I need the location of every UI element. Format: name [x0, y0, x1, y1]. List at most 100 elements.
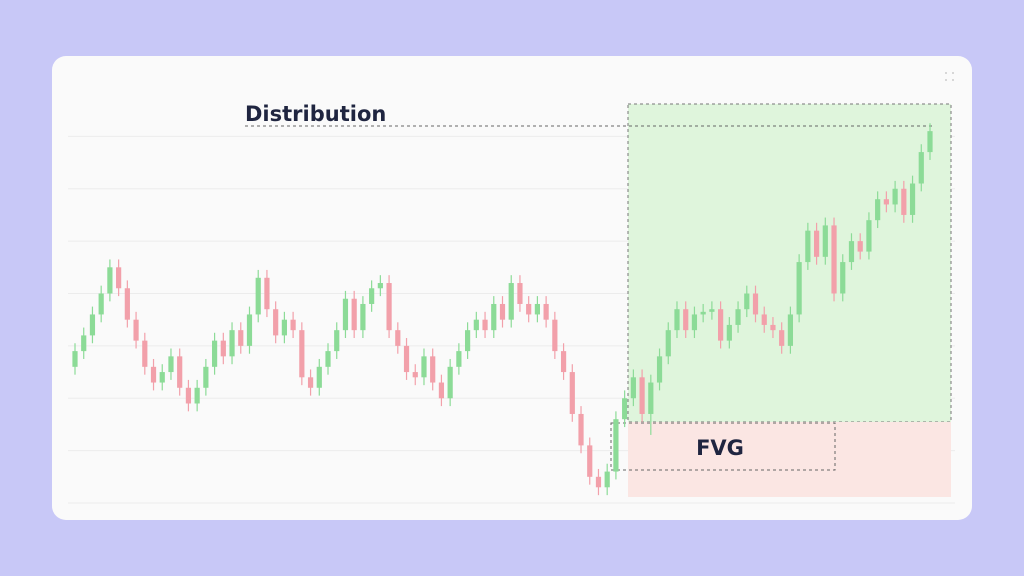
fvg-box: [610, 422, 836, 471]
candle-body: [822, 225, 828, 257]
candle-body: [456, 351, 462, 367]
candle-body: [334, 330, 340, 352]
candle-body: [316, 366, 322, 388]
candle-body: [718, 309, 724, 341]
candle-body: [255, 277, 261, 315]
candle-body: [866, 220, 872, 252]
candle-body: [901, 188, 907, 215]
candle-body: [595, 476, 602, 488]
candle-body: [211, 340, 218, 367]
candle-body: [369, 288, 375, 304]
candle-body: [526, 303, 532, 315]
candle-body: [543, 303, 549, 320]
candle-body: [752, 293, 759, 315]
candle-body: [386, 283, 392, 331]
candle-body: [447, 366, 453, 399]
candle-body: [622, 398, 628, 420]
distribution-label: Distribution: [245, 102, 386, 126]
candle-body: [857, 241, 863, 252]
candle-body: [735, 309, 741, 325]
candle-body: [89, 314, 96, 336]
candle-body: [124, 288, 130, 320]
candle-body: [813, 230, 820, 257]
candle-body: [805, 230, 811, 263]
candle-body: [744, 293, 750, 310]
candle-body: [630, 377, 636, 399]
candle-body: [238, 330, 244, 346]
candle-body: [499, 303, 506, 320]
candle-body: [299, 330, 305, 378]
candle-body: [351, 298, 357, 331]
candle-body: [604, 471, 610, 488]
candle-body: [796, 262, 802, 315]
candle-body: [412, 372, 418, 378]
candle-body: [342, 298, 349, 331]
candle-body: [639, 377, 645, 414]
candle-body: [465, 330, 471, 352]
candle-body: [281, 319, 287, 336]
candle-body: [438, 382, 445, 399]
candle-body: [116, 267, 122, 289]
candle-body: [142, 340, 148, 367]
candles: [72, 123, 933, 496]
candle-body: [377, 283, 383, 289]
candle-body: [430, 356, 436, 383]
candle-body: [150, 366, 157, 383]
candle-body: [927, 131, 933, 153]
candle-body: [72, 351, 78, 367]
candle-body: [491, 303, 497, 331]
candle-body: [613, 419, 619, 472]
candle-body: [656, 356, 663, 383]
candle-body: [648, 382, 654, 414]
candle-body: [421, 356, 427, 378]
candle-body: [290, 319, 296, 331]
candle-body: [194, 387, 200, 404]
candle-body: [403, 345, 410, 373]
candle-body: [761, 314, 767, 325]
candle-body: [168, 356, 174, 373]
candle-body: [700, 311, 706, 315]
candle-body: [107, 267, 113, 294]
candle-body: [587, 445, 593, 477]
candle-body: [229, 330, 235, 357]
candle-body: [177, 356, 183, 388]
fvg-zone: [628, 422, 951, 497]
candle-body: [674, 309, 680, 331]
candle-body: [246, 314, 253, 346]
candle-body: [779, 330, 785, 346]
candle-body: [883, 199, 889, 205]
candle-body: [264, 277, 270, 310]
candle-body: [683, 309, 689, 331]
distribution-zone: [627, 103, 952, 423]
candle-body: [831, 225, 837, 294]
candle-body: [473, 319, 479, 331]
candle-body: [220, 340, 226, 357]
candle-body: [203, 366, 209, 388]
candle-body: [560, 351, 567, 373]
candle-body: [360, 303, 366, 331]
corner-icon: [945, 72, 954, 81]
candle-body: [307, 377, 314, 388]
candle-body: [787, 314, 794, 346]
candle-body: [578, 413, 584, 446]
candle-body: [552, 319, 558, 352]
candle-body: [848, 241, 855, 263]
candle-body: [325, 351, 331, 367]
fvg-label: FVG: [696, 436, 744, 460]
candle-body: [395, 330, 401, 346]
candle-body: [273, 309, 279, 336]
candle-body: [98, 293, 104, 315]
candle-body: [185, 387, 192, 404]
candle-body: [726, 324, 732, 341]
candle-body: [909, 183, 916, 215]
candle-body: [508, 283, 514, 320]
candle-body: [517, 283, 523, 304]
candle-body: [770, 324, 776, 331]
candle-body: [534, 303, 540, 315]
candle-body: [840, 262, 846, 294]
candle-body: [569, 372, 575, 414]
candle-body: [892, 188, 898, 205]
candle-body: [665, 330, 671, 357]
candle-body: [482, 319, 488, 331]
